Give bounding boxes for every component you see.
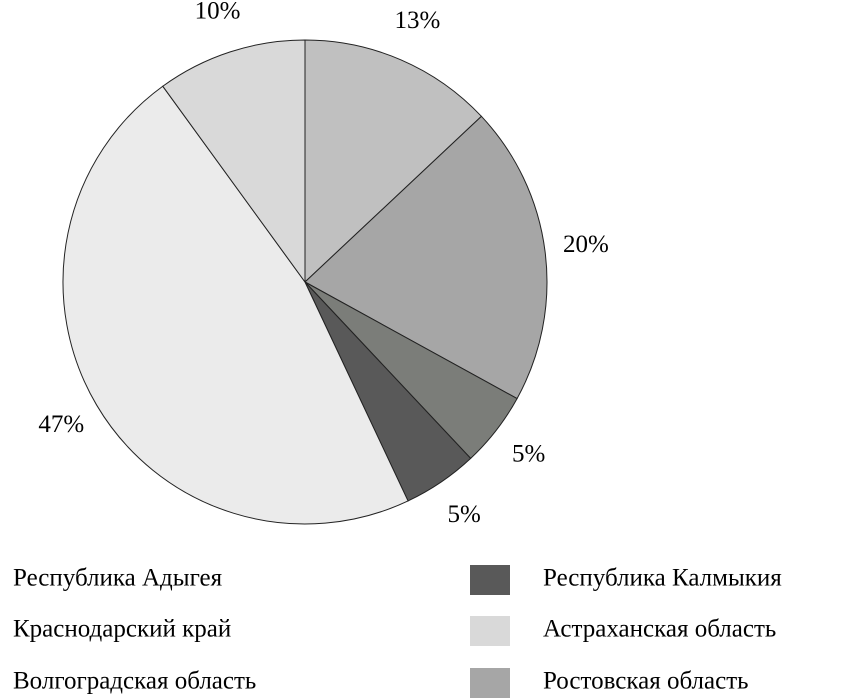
legend-label: Ростовская область (543, 668, 749, 695)
pie-slice (304, 39, 483, 284)
slice-label: 13% (395, 7, 441, 34)
legend-swatch (470, 616, 510, 646)
legend-label: Республика Адыгея (13, 565, 223, 592)
legend-label: Краснодарский край (13, 616, 231, 643)
slice-label: 5% (447, 501, 480, 528)
legend-swatch (470, 565, 510, 595)
slice-label: 10% (195, 0, 241, 24)
slice-label: 5% (512, 440, 545, 467)
legend-label: Астраханская область (543, 616, 776, 643)
pie-slice (304, 115, 548, 400)
legend-label: Республика Калмыкия (543, 565, 782, 592)
legend-label: Волгоградская область (13, 668, 256, 695)
pie-slice (62, 85, 409, 525)
slice-label: 47% (38, 411, 84, 438)
legend-swatch (470, 668, 510, 698)
slice-label: 20% (563, 231, 609, 258)
pie-slice (162, 39, 306, 284)
